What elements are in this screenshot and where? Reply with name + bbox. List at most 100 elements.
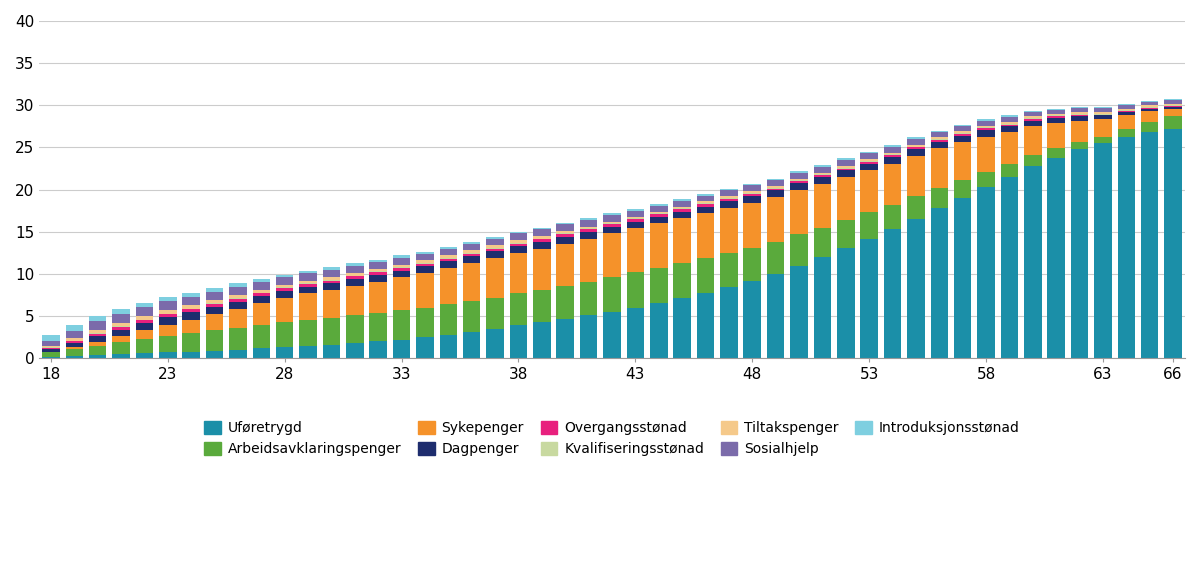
- Bar: [954, 127, 972, 132]
- Bar: [1164, 107, 1182, 108]
- Bar: [954, 180, 972, 198]
- Bar: [977, 172, 995, 187]
- Bar: [697, 203, 714, 204]
- Bar: [883, 154, 901, 155]
- Bar: [1141, 105, 1158, 107]
- Bar: [486, 237, 504, 238]
- Bar: [697, 204, 714, 207]
- Bar: [1094, 144, 1111, 358]
- Bar: [1070, 116, 1088, 120]
- Bar: [229, 308, 247, 328]
- Bar: [767, 189, 785, 190]
- Bar: [229, 350, 247, 358]
- Bar: [276, 285, 294, 288]
- Bar: [486, 248, 504, 249]
- Bar: [1164, 105, 1182, 106]
- Bar: [510, 233, 527, 240]
- Bar: [136, 316, 154, 319]
- Bar: [229, 283, 247, 286]
- Bar: [346, 279, 364, 286]
- Bar: [883, 229, 901, 358]
- Bar: [673, 263, 691, 298]
- Bar: [66, 341, 83, 343]
- Bar: [136, 307, 154, 316]
- Bar: [113, 314, 130, 323]
- Bar: [767, 180, 785, 186]
- Bar: [1024, 116, 1042, 118]
- Bar: [1141, 108, 1158, 111]
- Bar: [673, 298, 691, 358]
- Bar: [252, 348, 270, 358]
- Bar: [346, 276, 364, 279]
- Bar: [744, 203, 761, 248]
- Bar: [1117, 110, 1135, 111]
- Bar: [557, 244, 574, 286]
- Bar: [954, 134, 972, 136]
- Bar: [439, 249, 457, 255]
- Bar: [370, 269, 386, 271]
- Bar: [907, 137, 925, 139]
- Bar: [486, 249, 504, 251]
- Bar: [1164, 129, 1182, 358]
- Bar: [626, 221, 644, 228]
- Bar: [557, 319, 574, 358]
- Bar: [1024, 112, 1042, 116]
- Bar: [463, 257, 480, 263]
- Bar: [42, 349, 60, 351]
- Bar: [883, 157, 901, 163]
- Bar: [1048, 115, 1064, 116]
- Bar: [1070, 112, 1088, 114]
- Bar: [977, 125, 995, 127]
- Bar: [836, 220, 854, 248]
- Bar: [836, 168, 854, 170]
- Bar: [486, 238, 504, 245]
- Bar: [463, 250, 480, 253]
- Bar: [1094, 137, 1111, 144]
- Bar: [439, 268, 457, 305]
- Bar: [744, 185, 761, 192]
- Bar: [791, 171, 808, 173]
- Bar: [1048, 158, 1064, 358]
- Bar: [580, 232, 598, 238]
- Bar: [673, 201, 691, 207]
- Bar: [182, 351, 200, 358]
- Bar: [1024, 119, 1042, 120]
- Bar: [1070, 107, 1088, 108]
- Bar: [1070, 149, 1088, 358]
- Bar: [626, 209, 644, 211]
- Bar: [836, 170, 854, 177]
- Bar: [767, 179, 785, 180]
- Bar: [42, 348, 60, 349]
- Bar: [883, 163, 901, 205]
- Bar: [229, 298, 247, 299]
- Bar: [229, 295, 247, 298]
- Bar: [557, 286, 574, 319]
- Bar: [580, 227, 598, 228]
- Bar: [392, 268, 410, 271]
- Bar: [1117, 111, 1135, 112]
- Bar: [1094, 107, 1111, 108]
- Bar: [557, 237, 574, 244]
- Bar: [697, 195, 714, 202]
- Bar: [673, 207, 691, 208]
- Bar: [463, 254, 480, 257]
- Bar: [439, 247, 457, 249]
- Bar: [416, 273, 433, 308]
- Bar: [860, 161, 878, 162]
- Bar: [113, 308, 130, 314]
- Bar: [650, 204, 667, 206]
- Bar: [907, 149, 925, 156]
- Bar: [907, 156, 925, 197]
- Bar: [533, 242, 551, 249]
- Bar: [392, 310, 410, 340]
- Bar: [1024, 127, 1042, 155]
- Bar: [907, 197, 925, 219]
- Bar: [604, 227, 620, 233]
- Bar: [533, 238, 551, 240]
- Bar: [370, 262, 386, 269]
- Bar: [977, 130, 995, 137]
- Bar: [323, 290, 341, 318]
- Bar: [860, 153, 878, 159]
- Bar: [883, 205, 901, 229]
- Bar: [299, 271, 317, 273]
